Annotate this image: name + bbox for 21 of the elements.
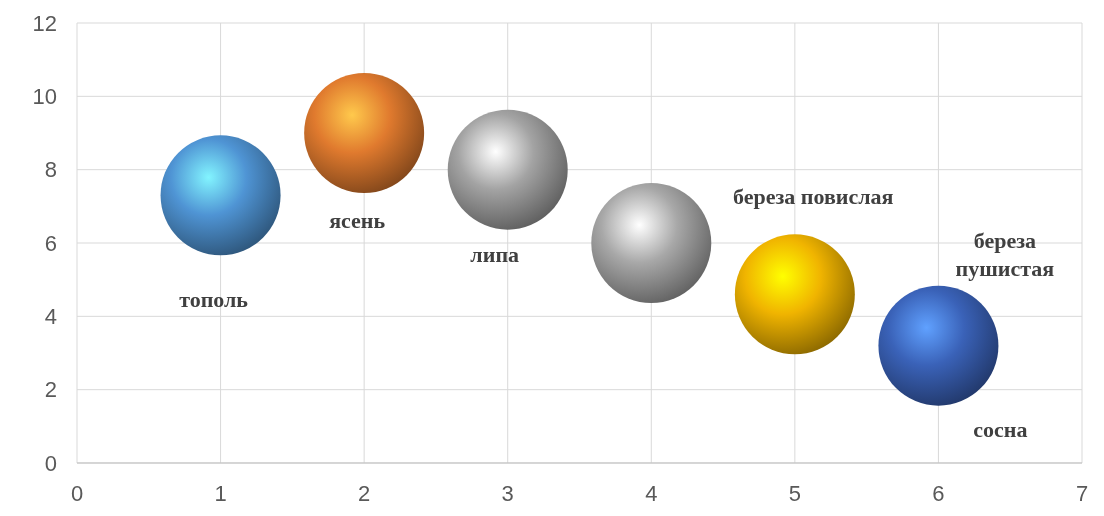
x-tick-label: 5 [788, 481, 801, 506]
x-tick-label: 2 [358, 481, 371, 506]
annotation: липа [470, 242, 520, 268]
x-tick-label: 1 [214, 481, 227, 506]
y-tick-label: 8 [44, 157, 57, 183]
x-tick-label: 0 [70, 481, 84, 506]
y-tick-label: 12 [32, 10, 57, 36]
x-tick-label: 7 [1075, 481, 1089, 506]
x-tick-label: 3 [501, 481, 514, 506]
y-tick-label: 10 [32, 84, 57, 110]
y-tick-label: 4 [44, 304, 57, 330]
annotation: тополь [179, 287, 249, 313]
y-tick-label: 0 [44, 450, 57, 476]
y-tick-label: 2 [44, 377, 57, 403]
annotation: береза повислая [733, 183, 894, 209]
annotation: береза пушистая [955, 228, 1055, 281]
y-tick-label: 6 [44, 230, 57, 256]
annotation: сосна [973, 417, 1028, 443]
annotation: ясень [329, 207, 386, 233]
x-tick-label: 6 [932, 481, 945, 506]
x-tick-label: 4 [645, 481, 658, 506]
